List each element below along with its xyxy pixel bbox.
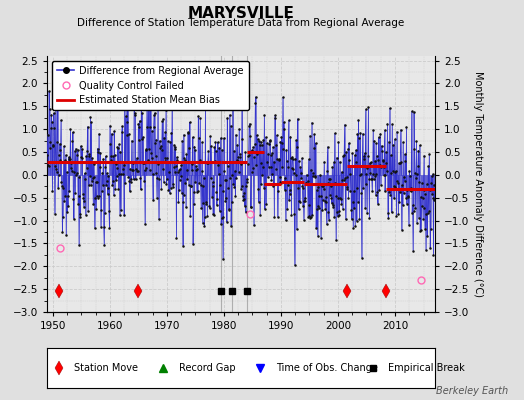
Text: Record Gap: Record Gap	[179, 363, 236, 373]
Text: Time of Obs. Change: Time of Obs. Change	[276, 363, 378, 373]
Y-axis label: Monthly Temperature Anomaly Difference (°C): Monthly Temperature Anomaly Difference (…	[474, 71, 484, 297]
Legend: Difference from Regional Average, Quality Control Failed, Estimated Station Mean: Difference from Regional Average, Qualit…	[52, 61, 248, 110]
Text: Station Move: Station Move	[74, 363, 138, 373]
Text: Empirical Break: Empirical Break	[388, 363, 465, 373]
Text: Berkeley Earth: Berkeley Earth	[436, 386, 508, 396]
Text: MARYSVILLE: MARYSVILLE	[188, 6, 294, 21]
Text: Difference of Station Temperature Data from Regional Average: Difference of Station Temperature Data f…	[78, 18, 405, 28]
